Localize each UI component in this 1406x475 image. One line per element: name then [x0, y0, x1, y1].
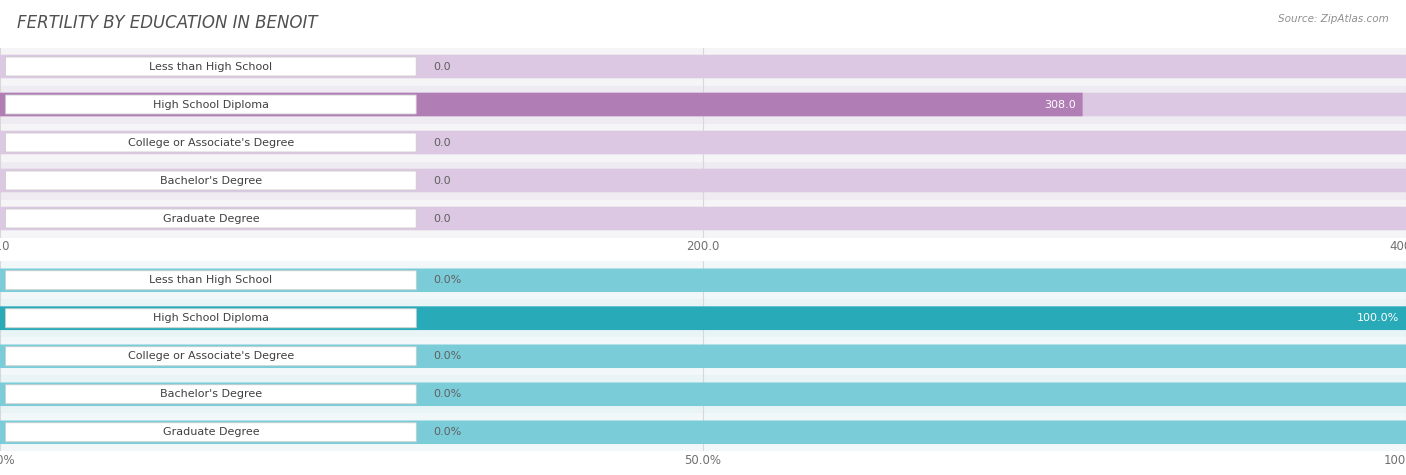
FancyBboxPatch shape: [6, 133, 416, 152]
Bar: [0, 375, 1406, 413]
Text: High School Diploma: High School Diploma: [153, 99, 269, 110]
FancyBboxPatch shape: [6, 385, 416, 404]
Bar: [0, 337, 1406, 375]
Bar: [0, 200, 1406, 238]
Text: 0.0: 0.0: [433, 213, 451, 224]
FancyBboxPatch shape: [0, 93, 1406, 116]
Bar: [0, 162, 1406, 199]
Text: 0.0%: 0.0%: [433, 389, 461, 399]
Text: 100.0%: 100.0%: [1357, 313, 1399, 323]
Bar: [0, 48, 1406, 86]
FancyBboxPatch shape: [6, 171, 416, 190]
Text: 0.0%: 0.0%: [433, 427, 461, 437]
FancyBboxPatch shape: [0, 93, 1083, 116]
Text: College or Associate's Degree: College or Associate's Degree: [128, 137, 294, 148]
Text: 308.0: 308.0: [1043, 99, 1076, 110]
FancyBboxPatch shape: [6, 423, 416, 442]
Bar: [0, 261, 1406, 299]
FancyBboxPatch shape: [6, 309, 416, 328]
FancyBboxPatch shape: [6, 209, 416, 228]
FancyBboxPatch shape: [0, 382, 1406, 406]
FancyBboxPatch shape: [0, 55, 1406, 78]
FancyBboxPatch shape: [0, 344, 1406, 368]
Text: Bachelor's Degree: Bachelor's Degree: [160, 389, 262, 399]
Bar: [0, 124, 1406, 162]
FancyBboxPatch shape: [6, 271, 416, 290]
Text: Less than High School: Less than High School: [149, 275, 273, 285]
Text: High School Diploma: High School Diploma: [153, 313, 269, 323]
FancyBboxPatch shape: [0, 131, 1406, 154]
FancyBboxPatch shape: [0, 268, 1406, 292]
FancyBboxPatch shape: [0, 169, 1406, 192]
Text: Source: ZipAtlas.com: Source: ZipAtlas.com: [1278, 14, 1389, 24]
Text: 0.0: 0.0: [433, 137, 451, 148]
FancyBboxPatch shape: [0, 306, 1406, 330]
Text: Less than High School: Less than High School: [149, 61, 273, 72]
FancyBboxPatch shape: [0, 306, 1406, 330]
Bar: [0, 86, 1406, 124]
FancyBboxPatch shape: [0, 420, 1406, 444]
Text: Graduate Degree: Graduate Degree: [163, 427, 259, 437]
Text: 0.0: 0.0: [433, 61, 451, 72]
Text: 0.0%: 0.0%: [433, 275, 461, 285]
Bar: [0, 413, 1406, 451]
Text: 0.0%: 0.0%: [433, 351, 461, 361]
Bar: [0, 299, 1406, 337]
FancyBboxPatch shape: [6, 57, 416, 76]
Text: 0.0: 0.0: [433, 175, 451, 186]
FancyBboxPatch shape: [6, 347, 416, 366]
Text: Bachelor's Degree: Bachelor's Degree: [160, 175, 262, 186]
FancyBboxPatch shape: [0, 207, 1406, 230]
FancyBboxPatch shape: [6, 95, 416, 114]
Text: Graduate Degree: Graduate Degree: [163, 213, 259, 224]
Text: FERTILITY BY EDUCATION IN BENOIT: FERTILITY BY EDUCATION IN BENOIT: [17, 14, 318, 32]
Text: College or Associate's Degree: College or Associate's Degree: [128, 351, 294, 361]
